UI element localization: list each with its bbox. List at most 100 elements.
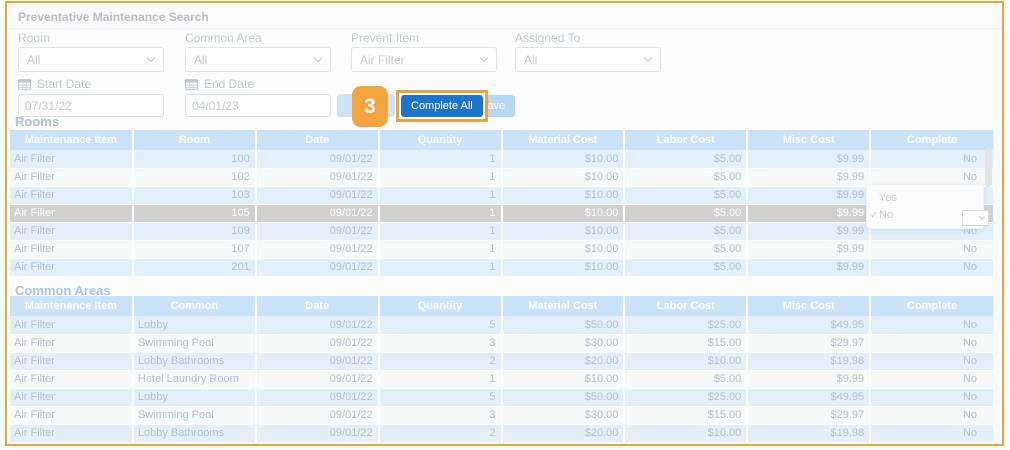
table-row[interactable]: Air Filter10709/01/221$10.00$5.00$9.99No (10, 240, 993, 258)
column-header[interactable]: Room (133, 130, 256, 150)
table-row[interactable]: Air Filter20109/01/221$10.00$5.00$9.99No (10, 258, 993, 276)
filter-prevent-item: Prevent Item Air Filter (351, 31, 497, 72)
cell: 09/01/22 (256, 204, 379, 222)
cell: 3 (379, 406, 502, 424)
column-header[interactable]: Maintenance Item (10, 296, 133, 316)
cell: Air Filter (10, 334, 133, 352)
column-header[interactable]: Labor Cost (624, 296, 747, 316)
column-header[interactable]: Misc Cost (747, 130, 870, 150)
cell: 1 (379, 204, 502, 222)
cell: Lobby Bathrooms (133, 352, 256, 370)
column-header[interactable]: Misc Cost (747, 296, 870, 316)
column-header[interactable]: Complete (870, 296, 993, 316)
cell: $15.00 (624, 334, 747, 352)
cell: $29.97 (747, 334, 870, 352)
prevent-item-select[interactable]: Air Filter (351, 47, 497, 72)
cell: $10.00 (502, 240, 625, 258)
column-header[interactable]: Common (133, 296, 256, 316)
table-row[interactable]: Air FilterLobby Bathrooms09/01/222$20.00… (10, 424, 993, 442)
cell: $9.99 (747, 222, 870, 240)
column-header[interactable]: Labor Cost (624, 130, 747, 150)
cell: 09/01/22 (256, 222, 379, 240)
cell: 09/01/22 (256, 388, 379, 406)
table-row[interactable]: Air FilterSwimming Pool09/01/223$30.00$1… (10, 406, 993, 424)
complete-all-button[interactable]: Complete All (401, 95, 483, 117)
cell: 1 (379, 240, 502, 258)
common-area-select[interactable]: All (185, 47, 331, 72)
cell: $9.99 (747, 370, 870, 388)
rooms-table: Maintenance ItemRoomDateQuantityMaterial… (10, 130, 993, 277)
cell: No (870, 388, 993, 406)
checkmark-icon: ✓ (870, 207, 880, 224)
cell: $30.00 (502, 334, 625, 352)
cell: Air Filter (10, 258, 133, 276)
table-row[interactable]: Air FilterLobby09/01/225$50.00$25.00$49.… (10, 316, 993, 334)
table-row[interactable]: Air Filter10509/01/221$10.00$5.00$9.99No (10, 204, 993, 222)
table-row[interactable]: Air FilterHotel Laundry Room09/01/221$10… (10, 370, 993, 388)
table-row[interactable]: Air Filter10309/01/221$10.00$5.00$9.99No (10, 186, 993, 204)
table-row[interactable]: Air FilterSwimming Pool09/01/223$30.00$1… (10, 334, 993, 352)
cell: 1 (379, 258, 502, 276)
cell: $50.00 (502, 316, 625, 334)
cell: 09/01/22 (256, 258, 379, 276)
column-header[interactable]: Quantity (379, 130, 502, 150)
cell: Hotel Laundry Room (133, 370, 256, 388)
calendar-icon (18, 78, 31, 90)
cell: $5.00 (624, 150, 747, 168)
column-header[interactable]: Date (256, 296, 379, 316)
highlight-ring: Complete All (396, 90, 488, 122)
assigned-to-select[interactable]: All (515, 47, 661, 72)
column-header[interactable]: Date (256, 130, 379, 150)
common-area-select-value: All (194, 53, 207, 67)
chevron-down-icon (314, 54, 322, 62)
column-header[interactable]: Material Cost (502, 130, 625, 150)
end-date-input[interactable] (185, 94, 331, 117)
filter-common-area: Common Area All (185, 31, 331, 72)
room-select[interactable]: All (18, 47, 164, 72)
menu-option[interactable]: Yes (867, 190, 983, 207)
cell: $10.00 (502, 222, 625, 240)
table-row[interactable]: Air Filter10209/01/221$10.00$5.00$9.99No (10, 168, 993, 186)
cell: 1 (379, 150, 502, 168)
assigned-to-label: Assigned To (515, 31, 661, 44)
table-row[interactable]: Air Filter10009/01/221$10.00$5.00$9.99No (10, 150, 993, 168)
table-row[interactable]: Air Filter10909/01/221$10.00$5.00$9.99No (10, 222, 993, 240)
cell: $5.00 (624, 204, 747, 222)
column-header[interactable]: Material Cost (502, 296, 625, 316)
chevron-down-icon (147, 54, 155, 62)
table-row[interactable]: Air FilterLobby Bathrooms09/01/222$20.00… (10, 352, 993, 370)
cell: 2 (379, 352, 502, 370)
cell: 1 (379, 186, 502, 204)
cell: 100 (133, 150, 256, 168)
cell: Lobby (133, 388, 256, 406)
cell: No (870, 316, 993, 334)
chevron-down-icon (979, 214, 985, 220)
table-row[interactable]: Air FilterLobby09/01/225$50.00$25.00$49.… (10, 388, 993, 406)
cell: 09/01/22 (256, 406, 379, 424)
chevron-down-icon (480, 54, 488, 62)
column-header[interactable]: Quantity (379, 296, 502, 316)
common-areas-table: Maintenance ItemCommonDateQuantityMateri… (10, 296, 993, 443)
menu-option-label: No (879, 209, 893, 221)
cell: 09/01/22 (256, 352, 379, 370)
cell: 09/01/22 (256, 150, 379, 168)
panel: Preventative Maintenance Search Room All… (5, 1, 1004, 446)
complete-inline-select[interactable] (962, 210, 989, 226)
room-select-value: All (27, 53, 40, 67)
column-header[interactable]: Maintenance Item (10, 130, 133, 150)
cell: Lobby Bathrooms (133, 424, 256, 442)
prevent-item-select-value: Air Filter (360, 53, 405, 67)
end-date-label: End Date (204, 77, 254, 91)
cell: Air Filter (10, 186, 133, 204)
cell: $20.00 (502, 352, 625, 370)
calendar-icon (185, 78, 198, 90)
cell: Air Filter (10, 316, 133, 334)
scrollbar-thumb[interactable] (985, 148, 992, 187)
cell: 09/01/22 (256, 370, 379, 388)
cell: Swimming Pool (133, 406, 256, 424)
cell: 09/01/22 (256, 334, 379, 352)
column-header[interactable]: Complete (870, 130, 993, 150)
cell: 09/01/22 (256, 316, 379, 334)
cell: No (870, 258, 993, 276)
start-date-label: Start Date (37, 77, 91, 91)
